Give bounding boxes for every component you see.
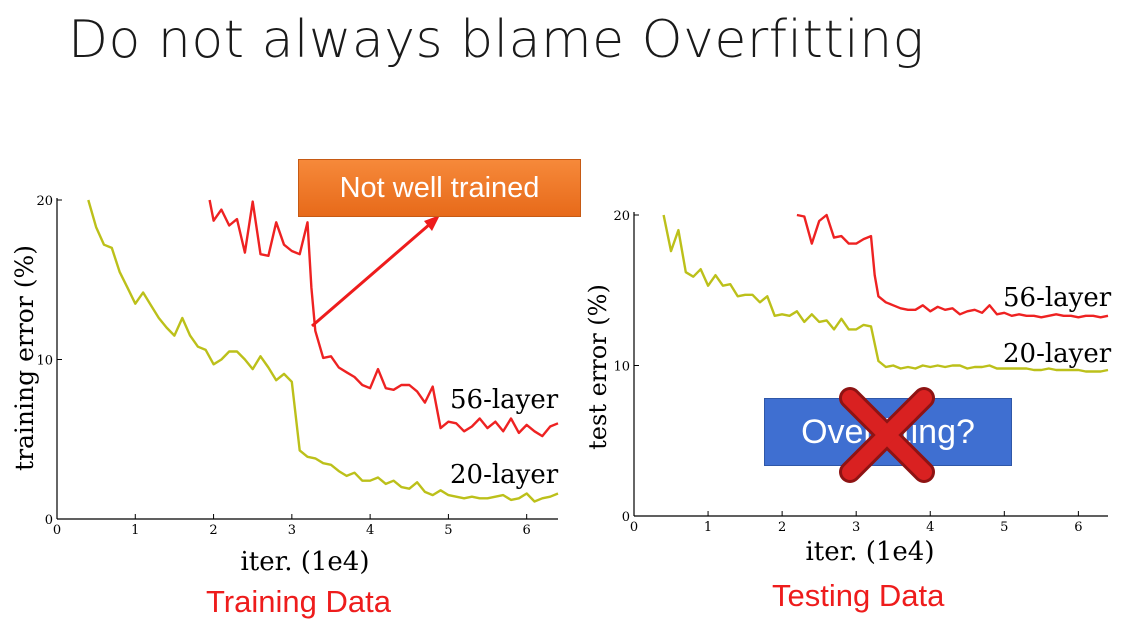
y-tick-label: 0: [622, 510, 630, 525]
series-line-20-layer: [87, 199, 559, 503]
x-tick-label: 1: [704, 520, 712, 535]
x-tick-label: 6: [523, 523, 531, 538]
training-data-caption: Training Data: [206, 584, 391, 619]
x-tick-label: 4: [926, 520, 934, 535]
test-x-label: iter. (1e4): [805, 537, 934, 567]
testing-data-caption: Testing Data: [772, 578, 945, 613]
not-well-trained-callout: Not well trained: [298, 159, 581, 217]
y-tick-label: 10: [36, 354, 53, 369]
x-tick-label: 6: [1074, 520, 1082, 535]
training-legend-56: 56-layer: [450, 385, 559, 415]
x-tick-label: 4: [366, 523, 374, 538]
training-y-label: training error (%): [10, 245, 39, 471]
training-legend-20: 20-layer: [450, 460, 559, 490]
training-ticks: 0 1 2 3 4 5 6 0 10 20: [36, 194, 530, 538]
series-line-20-layer: [662, 214, 1109, 373]
training-axes: [56, 198, 558, 520]
training-chart: 0 1 2 3 4 5 6 0 10 20 training error (%) iter. (1…: [10, 194, 559, 577]
x-tick-label: 5: [1000, 520, 1008, 535]
x-tick-label: 1: [131, 523, 139, 538]
test-legend-56: 56-layer: [1003, 283, 1112, 313]
y-tick-label: 20: [36, 194, 53, 209]
x-tick-label: 0: [53, 523, 61, 538]
test-legend-20: 20-layer: [1003, 339, 1112, 369]
test-ticks: 0 1 2 3 4 5 6 0 10 20: [613, 209, 1082, 535]
x-tick-label: 2: [209, 523, 217, 538]
test-y-label: test error (%): [584, 284, 612, 450]
y-tick-label: 10: [613, 360, 630, 375]
test-axes: [633, 212, 1108, 517]
series-line-56-layer: [796, 213, 1109, 319]
test-series: [662, 213, 1109, 373]
cross-mark-icon: [839, 387, 935, 483]
y-tick-label: 0: [45, 513, 53, 528]
x-tick-label: 0: [630, 520, 638, 535]
y-tick-label: 20: [613, 209, 630, 224]
arrow-icon: [311, 215, 440, 328]
training-x-label: iter. (1e4): [240, 547, 369, 577]
training-series: [87, 199, 559, 503]
x-tick-label: 3: [852, 520, 860, 535]
x-tick-label: 5: [444, 523, 452, 538]
series-line-56-layer: [208, 199, 559, 438]
x-tick-label: 2: [778, 520, 786, 535]
slide-title: Do not always blame Overfitting: [68, 10, 925, 70]
x-tick-label: 3: [288, 523, 296, 538]
